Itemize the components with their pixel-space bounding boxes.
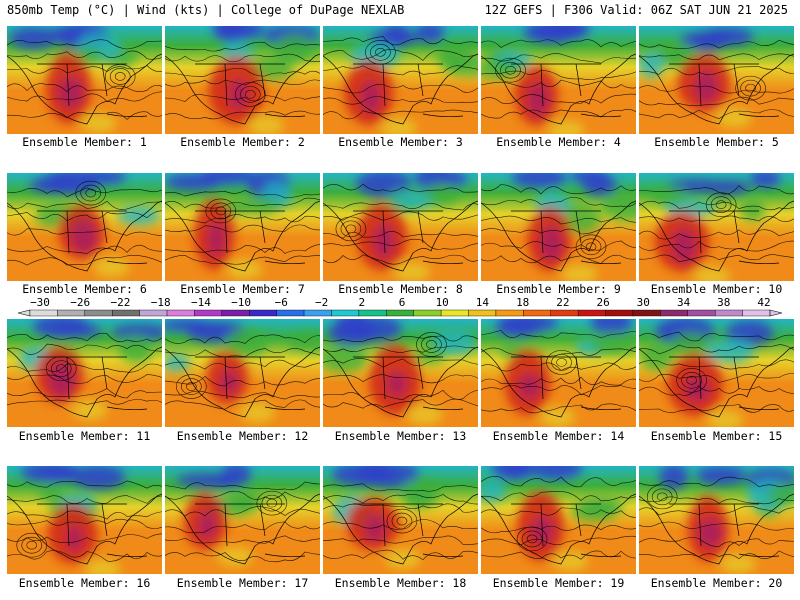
colorbar-segment [386, 309, 414, 317]
member-label-1: Ensemble Member: 1 [22, 135, 147, 149]
ensemble-map-member-20[interactable] [639, 466, 794, 574]
temperature-colorbar: −30 −26 −22 −18 −14 −10 −6 −2 2 6 10 14 18 22 26 30 34 38… [17, 296, 783, 317]
colorbar-segment [139, 309, 168, 317]
colorbar-segment [660, 309, 688, 317]
ensemble-map-member-14[interactable] [481, 319, 636, 427]
member-label-11: Ensemble Member: 11 [18, 429, 151, 443]
colorbar-tick-label: 38 [717, 296, 730, 309]
colorbar-segment [468, 309, 497, 317]
ensemble-map-member-8[interactable] [323, 173, 478, 281]
member-label-17: Ensemble Member: 17 [176, 576, 309, 590]
colorbar-segment [440, 309, 469, 317]
colorbar-segment [194, 309, 223, 317]
colorbar-tick-label: −26 [70, 296, 90, 309]
colorbar-tick-label: −14 [191, 296, 211, 309]
ensemble-map-member-15[interactable] [639, 319, 794, 427]
member-label-20: Ensemble Member: 20 [650, 576, 783, 590]
colorbar-tick-label: 34 [677, 296, 691, 309]
colorbar-segment [303, 309, 332, 317]
colorbar-segment [605, 309, 634, 317]
colorbar-tick-label: 30 [637, 296, 650, 309]
colorbar-segment [577, 309, 606, 317]
colorbar-tick-label: 26 [596, 296, 609, 309]
member-label-2: Ensemble Member: 2 [180, 135, 305, 149]
ensemble-map-member-3[interactable] [323, 26, 478, 134]
colorbar-tick-label: 10 [436, 296, 449, 309]
member-label-3: Ensemble Member: 3 [338, 135, 463, 149]
colorbar-tick-label: 42 [757, 296, 770, 309]
colorbar-segment [276, 309, 305, 317]
colorbar-tick-label: −6 [275, 296, 288, 309]
ensemble-map-member-11[interactable] [7, 319, 162, 427]
ensemble-map-member-7[interactable] [165, 173, 320, 281]
ensemble-map-member-16[interactable] [7, 466, 162, 574]
colorbar-right-arrow [769, 309, 783, 317]
colorbar-segment [523, 309, 551, 317]
member-label-12: Ensemble Member: 12 [176, 429, 309, 443]
member-label-15: Ensemble Member: 15 [650, 429, 783, 443]
colorbar-left-arrow [17, 309, 31, 317]
ensemble-map-member-9[interactable] [481, 173, 636, 281]
colorbar-tick-label: 22 [556, 296, 569, 309]
ensemble-map-member-12[interactable] [165, 319, 320, 427]
member-label-5: Ensemble Member: 5 [654, 135, 779, 149]
colorbar-segment [166, 309, 195, 317]
member-label-16: Ensemble Member: 16 [18, 576, 151, 590]
header-run-info: 12Z GEFS | F306 Valid: 06Z SAT JUN 21 20… [484, 3, 788, 17]
colorbar-tick-label: −22 [110, 296, 130, 309]
ensemble-map-member-6[interactable] [7, 173, 162, 281]
colorbar-tick-label: −10 [231, 296, 251, 309]
member-label-4: Ensemble Member: 4 [496, 135, 621, 149]
colorbar-segment [550, 309, 579, 317]
colorbar-segment [413, 309, 442, 317]
ensemble-map-member-10[interactable] [639, 173, 794, 281]
colorbar-tick-label: 2 [358, 296, 365, 309]
member-label-6: Ensemble Member: 6 [22, 282, 147, 296]
ensemble-map-member-5[interactable] [639, 26, 794, 134]
colorbar-segment [742, 309, 771, 317]
ensemble-map-member-19[interactable] [481, 466, 636, 574]
colorbar-segment [632, 309, 661, 317]
colorbar-segment [221, 309, 250, 317]
colorbar-tick-label: −18 [151, 296, 171, 309]
colorbar-segment [331, 309, 360, 317]
ensemble-map-member-1[interactable] [7, 26, 162, 134]
member-label-14: Ensemble Member: 14 [492, 429, 625, 443]
colorbar-segment [249, 309, 277, 317]
member-label-7: Ensemble Member: 7 [180, 282, 305, 296]
colorbar-tick-label: 18 [516, 296, 529, 309]
colorbar-tick-label: 14 [476, 296, 490, 309]
ensemble-map-member-18[interactable] [323, 466, 478, 574]
colorbar-segment [358, 309, 387, 317]
ensemble-map-member-4[interactable] [481, 26, 636, 134]
colorbar-segment [29, 309, 58, 317]
ensemble-map-member-2[interactable] [165, 26, 320, 134]
member-label-18: Ensemble Member: 18 [334, 576, 467, 590]
colorbar-segment [84, 309, 113, 317]
colorbar-segment [57, 309, 86, 317]
member-label-10: Ensemble Member: 10 [650, 282, 783, 296]
member-label-13: Ensemble Member: 13 [334, 429, 467, 443]
header-title: 850mb Temp (°C) | Wind (kts) | College o… [7, 3, 405, 17]
member-label-19: Ensemble Member: 19 [492, 576, 625, 590]
colorbar-segment [714, 309, 743, 317]
member-label-8: Ensemble Member: 8 [338, 282, 463, 296]
colorbar-segment [112, 309, 140, 317]
colorbar-tick-label: −30 [30, 296, 50, 309]
ensemble-map-member-13[interactable] [323, 319, 478, 427]
colorbar-tick-label: −2 [315, 296, 328, 309]
ensemble-map-member-17[interactable] [165, 466, 320, 574]
member-label-9: Ensemble Member: 9 [496, 282, 621, 296]
colorbar-segment [495, 309, 524, 317]
colorbar-tick-label: 6 [399, 296, 406, 309]
colorbar-segment [687, 309, 716, 317]
